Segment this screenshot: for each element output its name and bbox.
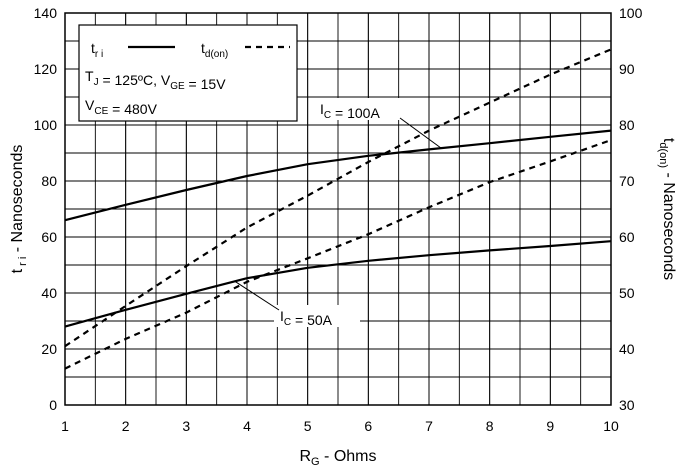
y-left-tick-label: 140: [34, 5, 58, 21]
plot-frame: [64, 12, 612, 406]
y-right-axis-title: td(on) - Nanoseconds: [657, 138, 677, 280]
annotation-ic-50a: IC = 50A: [280, 308, 333, 328]
y-left-axis-title: t r i - Nanoseconds: [9, 145, 29, 274]
annotation-leader-50a: [234, 280, 280, 311]
legend-box: [78, 24, 298, 122]
x-tick-label: 7: [425, 418, 433, 434]
x-axis-title: RG - Ohms: [299, 448, 376, 468]
x-tick-label: 10: [603, 418, 619, 434]
annotation-bg: [316, 98, 412, 120]
x-tick-label: 2: [122, 418, 130, 434]
x-tick-label: 5: [304, 418, 312, 434]
y-left-tick-label: 100: [34, 117, 58, 133]
x-tick-label: 4: [243, 418, 251, 434]
ticks: 1 2 3 4 5 6 7 8 9 1002040608010012014030405060708…: [34, 5, 643, 434]
y-left-tick-label: 120: [34, 61, 58, 77]
series-line-solid-1: [64, 240, 612, 328]
y-left-tick-label: 0: [49, 397, 57, 413]
series-line-dashed-3: [64, 139, 612, 370]
annotation-leader-100a: [399, 117, 442, 149]
x-tick-label: 9: [546, 418, 554, 434]
y-right-tick-label: 70: [619, 173, 635, 189]
y-left-tick-label: 60: [41, 229, 57, 245]
y-right-tick-label: 50: [619, 285, 635, 301]
x-tick-label: 6: [364, 418, 372, 434]
series-layer: [64, 48, 612, 370]
legend-conditions-line-1: TJ = 125ºC, VGE = 15V: [85, 68, 226, 92]
y-left-tick-label: 20: [41, 341, 57, 357]
y-right-tick-label: 90: [619, 61, 635, 77]
y-left-tick-label: 40: [41, 285, 57, 301]
y-right-tick-label: 30: [619, 397, 635, 413]
annotations: IC = 100A IC = 50A: [234, 98, 442, 328]
annotation-bg: [274, 305, 360, 327]
x-tick-label: 3: [182, 418, 190, 434]
legend: tr i td(on) TJ = 125ºC, VGE = 15V VCE = 480…: [78, 24, 298, 122]
series-line-dashed-2: [64, 48, 612, 348]
annotation-ic-100a: IC = 100A: [320, 101, 380, 121]
series-line-solid-0: [64, 129, 612, 222]
y-right-tick-label: 100: [619, 5, 643, 21]
legend-conditions-line-2: VCE = 480V: [85, 97, 158, 117]
legend-label-dashed: td(on): [201, 40, 228, 60]
y-left-tick-label: 80: [41, 173, 57, 189]
y-right-tick-label: 60: [619, 229, 635, 245]
legend-label-solid: tr i: [91, 40, 103, 60]
x-tick-label: 8: [486, 418, 494, 434]
y-right-tick-label: 80: [619, 117, 635, 133]
x-tick-label: 1: [61, 418, 69, 434]
y-right-tick-label: 40: [619, 341, 635, 357]
